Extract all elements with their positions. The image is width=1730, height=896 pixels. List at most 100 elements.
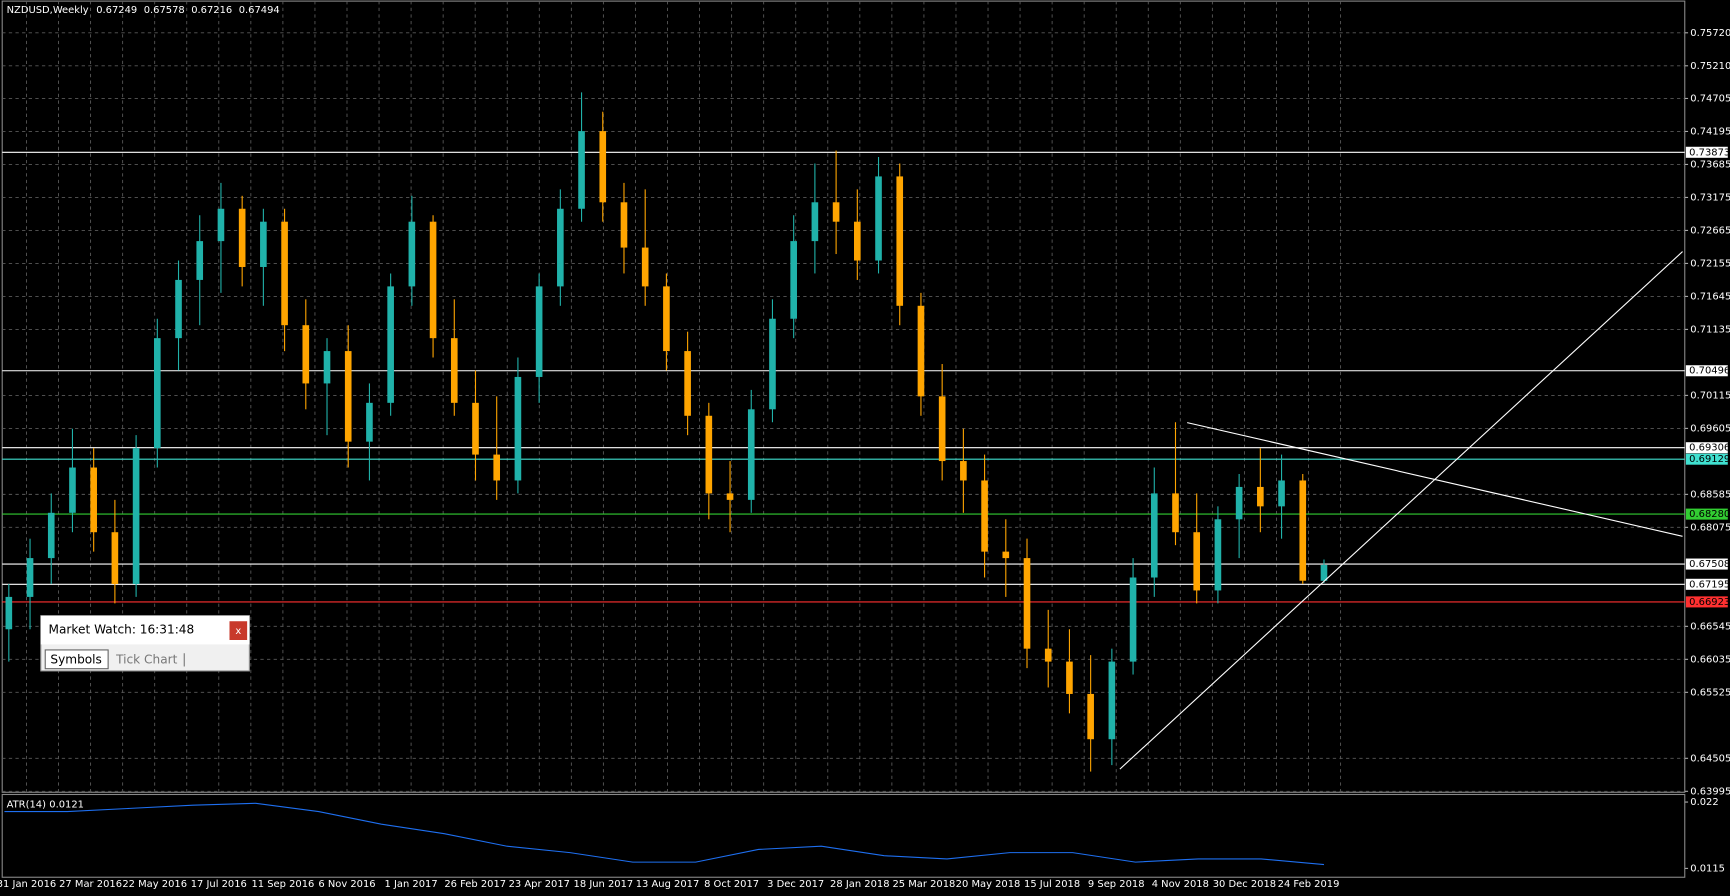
- x-tick-label: 31 Jan 2016: [0, 879, 56, 890]
- candle-body: [90, 467, 97, 533]
- x-tick-label: 26 Feb 2017: [444, 879, 506, 890]
- y-tick-label: 0.65525: [1690, 687, 1730, 698]
- candle-body: [302, 325, 310, 384]
- x-tick-label: 24 Feb 2019: [1278, 879, 1340, 890]
- level-label-box: [1685, 442, 1728, 454]
- level-label-box: [1685, 508, 1728, 520]
- plot-frame: [1, 0, 1686, 793]
- y-tick-label: 0.72155: [1690, 258, 1730, 269]
- candle-body: [344, 351, 352, 442]
- level-label-box: [1685, 596, 1728, 608]
- indicator-value: 0.0121: [49, 799, 84, 810]
- close-icon[interactable]: x: [235, 626, 241, 637]
- y-tick-label: 0.69605: [1690, 423, 1730, 434]
- y-tick-label: 0.73175: [1690, 192, 1730, 203]
- y-tick-label: 0.68075: [1690, 522, 1730, 533]
- x-tick-label: 3 Dec 2017: [767, 879, 824, 890]
- level-label-box: [1685, 365, 1728, 377]
- level-label: 0.69306: [1689, 443, 1730, 454]
- candle-body: [811, 202, 819, 242]
- candle-body: [747, 409, 755, 500]
- candle-body: [281, 221, 288, 326]
- candle-body: [1150, 493, 1158, 578]
- level-label: 0.67195: [1689, 579, 1730, 590]
- tab-label[interactable]: Symbols: [50, 652, 101, 666]
- y-tick-label: 0.70115: [1690, 390, 1730, 401]
- candle-body: [472, 402, 479, 455]
- indicator-tick-label: 0.0115: [1690, 863, 1725, 874]
- y-tick-label: 0.75720: [1690, 28, 1730, 39]
- x-tick-label: 17 Jul 2016: [191, 879, 247, 890]
- window-titlebar: [40, 615, 250, 645]
- symbol: NZDUSD,Weekly: [7, 5, 89, 16]
- indicator-name: ATR(14): [7, 799, 46, 810]
- x-tick-label: 20 May 2018: [956, 879, 1021, 890]
- candle-body: [1172, 493, 1179, 533]
- candle-body: [1235, 486, 1243, 520]
- candle-body: [493, 454, 501, 481]
- candle-body: [1299, 480, 1307, 581]
- candle-body: [5, 596, 13, 630]
- candle-body: [1108, 661, 1116, 740]
- y-tick-label: 0.75210: [1690, 61, 1730, 72]
- candle-body: [323, 351, 331, 384]
- x-tick-label: 8 Oct 2017: [704, 879, 759, 890]
- candle-body: [705, 415, 713, 494]
- candle-body: [450, 338, 458, 403]
- axis-labels: 0.75720 0.75210 0.74705 0.74195 0.73685 0.731…: [0, 28, 1730, 890]
- y-tick-label: 0.71135: [1690, 324, 1730, 335]
- x-tick-label: 15 Jul 2018: [1024, 879, 1080, 890]
- x-tick-label: 30 Dec 2018: [1213, 879, 1276, 890]
- x-tick-label: 1 Jan 2017: [385, 879, 438, 890]
- x-tick-label: 13 Aug 2017: [636, 879, 700, 890]
- indicator-frame: [1, 793, 1686, 878]
- candle-body: [769, 318, 776, 410]
- candle-body: [960, 461, 967, 481]
- candle-body: [69, 467, 76, 513]
- candles: [5, 92, 1328, 772]
- candle-body: [663, 286, 670, 352]
- close-button[interactable]: [229, 621, 248, 640]
- candle-body: [790, 241, 797, 319]
- candle-body: [132, 448, 140, 584]
- candle-body: [1087, 693, 1094, 740]
- low: 0.67216: [191, 5, 232, 16]
- indicator-line: [4, 802, 1325, 866]
- candle-body: [557, 208, 564, 287]
- candle-body: [238, 208, 246, 267]
- candle-body: [1129, 577, 1137, 662]
- x-tick-label: 27 Mar 2016: [59, 879, 122, 890]
- candle-body: [196, 241, 204, 280]
- candle-body: [429, 221, 437, 339]
- y-tick-label: 0.64505: [1690, 753, 1730, 764]
- y-tick-label: 0.72665: [1690, 225, 1730, 236]
- candle-body: [684, 351, 691, 416]
- candle-body: [1044, 648, 1052, 662]
- close: 0.67494: [239, 5, 280, 16]
- market-watch-window: Market Watch: 16:31:48 x Symbols Tick Ch…: [40, 615, 250, 672]
- candle-body: [917, 305, 925, 397]
- window-title: Market Watch: 16:31:48: [49, 623, 195, 637]
- candle-body: [1257, 486, 1264, 507]
- candle-body: [620, 202, 628, 248]
- level-label: 0.66923: [1689, 597, 1730, 608]
- high: 0.67578: [144, 5, 185, 16]
- x-tick-label: 4 Nov 2018: [1152, 879, 1209, 890]
- x-tick-label: 6 Nov 2016: [318, 879, 375, 890]
- candle-body: [175, 279, 182, 339]
- level-label: 0.67508: [1689, 559, 1730, 570]
- tab[interactable]: [44, 649, 109, 670]
- candle-body: [981, 480, 988, 552]
- level-label-box: [1685, 453, 1728, 465]
- indicator: ATR(14) 0.0121: [4, 799, 1325, 866]
- candle-body: [26, 558, 34, 597]
- candle-body: [111, 532, 119, 584]
- indicator-tick-label: 0.022: [1690, 797, 1718, 808]
- open: 0.67249: [96, 5, 137, 16]
- candle-body: [387, 286, 394, 403]
- candle-body: [408, 221, 416, 287]
- y-tick-label: 0.71645: [1690, 291, 1730, 302]
- level-label: 0.69129: [1689, 454, 1730, 465]
- tab-label[interactable]: Tick Chart: [115, 652, 178, 666]
